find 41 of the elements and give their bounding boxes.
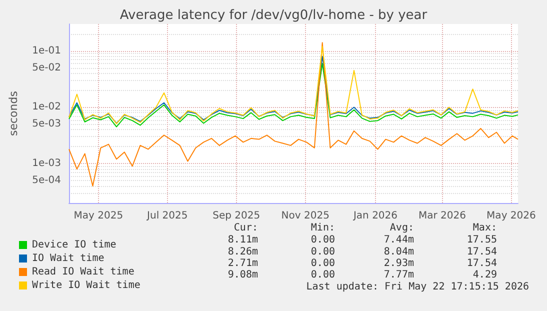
x-tick-label: Jul 2025: [146, 210, 188, 222]
y-tick-label: 1e-01: [32, 45, 61, 56]
legend-label: Write IO Wait time: [32, 280, 140, 291]
legend-label: Device IO time: [32, 240, 116, 250]
text: 17.54: [466, 246, 497, 258]
text: 17.54: [466, 258, 497, 269]
x-tick-label: May 2026: [486, 210, 536, 222]
y-tick-label: 1e-02: [32, 102, 61, 113]
text: 9.08m: [228, 270, 258, 280]
text: 7.44m: [384, 234, 414, 246]
text: Cur:: [234, 222, 258, 234]
legend-label: Read IO Wait time: [32, 266, 134, 278]
y-axis-title: seconds: [7, 90, 20, 136]
x-tick-label: May 2025: [74, 210, 124, 222]
line-series: [68, 42, 518, 187]
text: 4.29: [472, 270, 497, 280]
text: 7.77m: [384, 270, 414, 280]
legend-label: IO Wait time: [32, 253, 104, 264]
y-tick-label: 1e-03: [32, 158, 61, 170]
text: 2.93m: [384, 258, 414, 269]
text: Last update: Fri May 22 17:15:15 2026: [306, 282, 530, 292]
text: 8.04m: [384, 246, 414, 258]
text: Min:: [310, 222, 335, 234]
chart-title: Average latency for /dev/vg0/lv-home - by year: [120, 8, 428, 23]
text: 8.26m: [228, 246, 258, 258]
x-tick-label: Mar 2026: [418, 210, 466, 222]
x-tick-label: Nov 2025: [281, 210, 330, 222]
x-tick-label: Sep 2025: [212, 210, 260, 222]
text: 17.55: [466, 234, 497, 246]
y-tick-label: 5e-02: [32, 62, 61, 74]
text: 0.00: [310, 246, 335, 258]
text: 8.11m: [228, 234, 258, 246]
text: Avg:: [390, 222, 414, 234]
text: 0.00: [310, 258, 335, 269]
text: 0.00: [310, 234, 335, 246]
x-tick-label: Jan 2026: [352, 210, 398, 222]
text: Max:: [472, 222, 497, 234]
text: 2.71m: [228, 258, 258, 269]
y-tick-label: 5e-04: [32, 175, 61, 186]
y-tick-label: 5e-03: [32, 118, 61, 130]
text: 0.00: [310, 270, 335, 280]
